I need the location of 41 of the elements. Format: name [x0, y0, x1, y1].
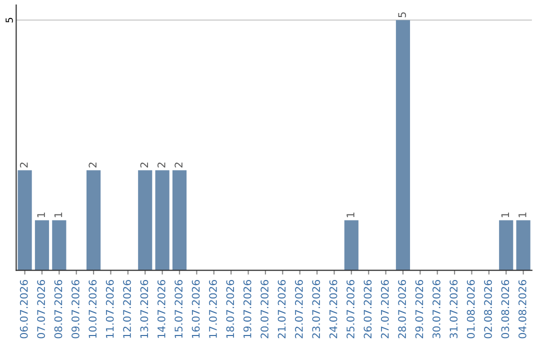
x-tick-label: 04.08.2026: [518, 280, 526, 338]
data-label: 2: [174, 162, 182, 168]
x-tick-label: 03.08.2026: [501, 280, 510, 338]
data-label: 1: [54, 212, 62, 218]
x-tick-label: 31.07.2026: [450, 280, 458, 338]
x-tick-label: 07.07.2026: [37, 280, 46, 338]
data-label: 2: [140, 162, 148, 168]
x-tick-label: 18.07.2026: [226, 280, 234, 338]
x-tick-label: 15.07.2026: [174, 280, 183, 338]
x-tick-label: 27.07.2026: [380, 280, 389, 338]
x-tick-label: 25.07.2026: [346, 280, 354, 338]
x-tick-label: 20.07.2026: [260, 280, 268, 338]
x-tick-label: 12.07.2026: [123, 280, 131, 338]
x-tick-label: 22.07.2026: [294, 280, 303, 338]
x-tick-label: 09.07.2026: [72, 280, 80, 338]
x-tick-label: 30.07.2026: [432, 280, 440, 338]
x-tick-label: 02.08.2026: [484, 280, 492, 338]
x-tick-label: 10.07.2026: [88, 280, 97, 338]
data-label: 1: [501, 212, 509, 218]
x-tick-label: 16.07.2026: [192, 280, 200, 338]
x-tick-label: 14.07.2026: [157, 280, 166, 338]
data-label: 5: [398, 12, 406, 18]
x-tick-label: 26.07.2026: [364, 280, 372, 338]
data-label: 2: [88, 162, 96, 168]
x-tick-label: 28.07.2026: [398, 280, 406, 338]
x-tick-label: 23.07.2026: [312, 280, 320, 338]
x-tick-label: 19.07.2026: [243, 280, 252, 338]
x-tick-label: 17.07.2026: [209, 280, 217, 338]
x-tick-label: 11.07.2026: [106, 280, 114, 338]
data-label: 1: [518, 212, 526, 218]
data-label: 2: [20, 162, 28, 168]
data-label: 1: [37, 212, 45, 218]
x-tick-label: 29.07.2026: [415, 280, 424, 338]
x-tick-label: 21.07.2026: [278, 280, 286, 338]
x-tick-label: 24.07.2026: [329, 280, 338, 338]
x-tick-label: 13.07.2026: [140, 280, 148, 338]
data-label: 1: [346, 212, 354, 218]
x-tick-label: 01.08.2026: [466, 280, 475, 338]
x-tick-label: 08.07.2026: [54, 280, 62, 338]
x-tick-label: 06.07.2026: [20, 280, 28, 338]
data-label: 2: [157, 162, 166, 168]
